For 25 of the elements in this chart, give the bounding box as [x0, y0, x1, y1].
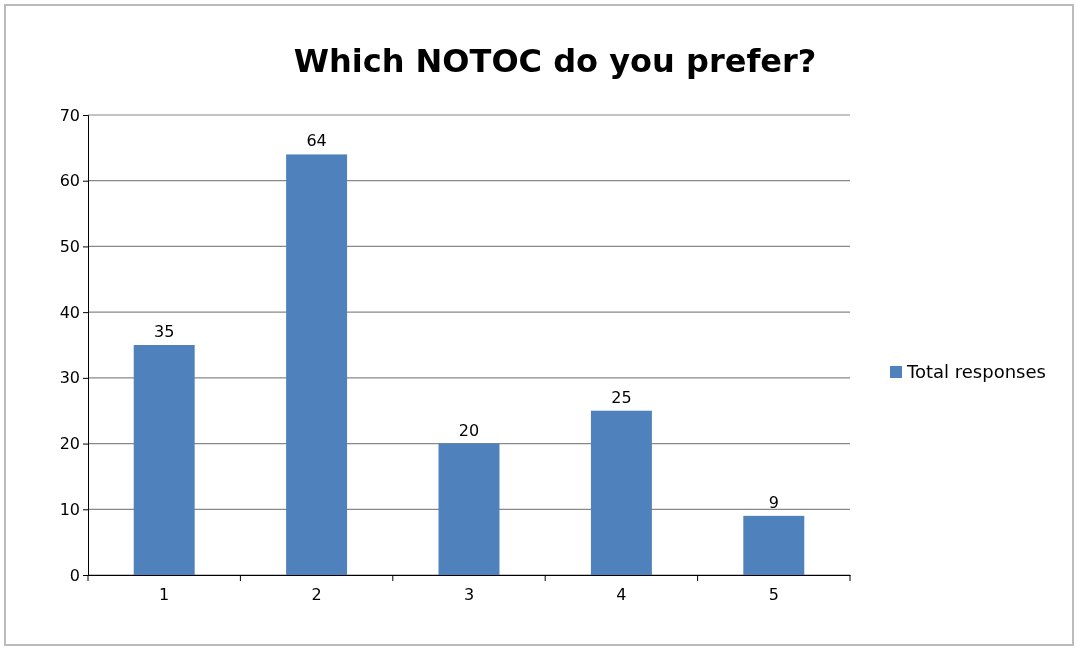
bar [438, 443, 500, 575]
y-tick-label: 10 [59, 499, 80, 519]
data-label: 64 [306, 131, 327, 151]
y-tick-label: 40 [59, 302, 80, 322]
y-tick-label: 60 [59, 171, 80, 191]
data-label: 35 [154, 322, 175, 341]
y-tick-label: 50 [59, 237, 80, 257]
y-tick-label: 30 [59, 368, 80, 388]
y-tick-label: 70 [59, 105, 80, 125]
y-tick-label: 20 [59, 434, 80, 454]
data-label: 9 [768, 492, 779, 512]
data-label: 20 [458, 420, 480, 440]
x-tick-label: 1 [159, 585, 170, 605]
x-tick-label: 5 [768, 585, 779, 605]
bar [286, 154, 348, 575]
bar [743, 515, 805, 575]
data-label: 25 [611, 387, 632, 407]
chart-title: Which NOTOC do you prefer? [293, 42, 817, 80]
bar [590, 410, 652, 575]
x-tick-label: 2 [311, 585, 322, 605]
bar [133, 345, 195, 575]
x-tick-label: 4 [616, 585, 627, 605]
y-tick-label: 0 [69, 565, 80, 585]
legend-label: Total responses [906, 361, 1046, 382]
x-tick-label: 3 [463, 585, 475, 605]
